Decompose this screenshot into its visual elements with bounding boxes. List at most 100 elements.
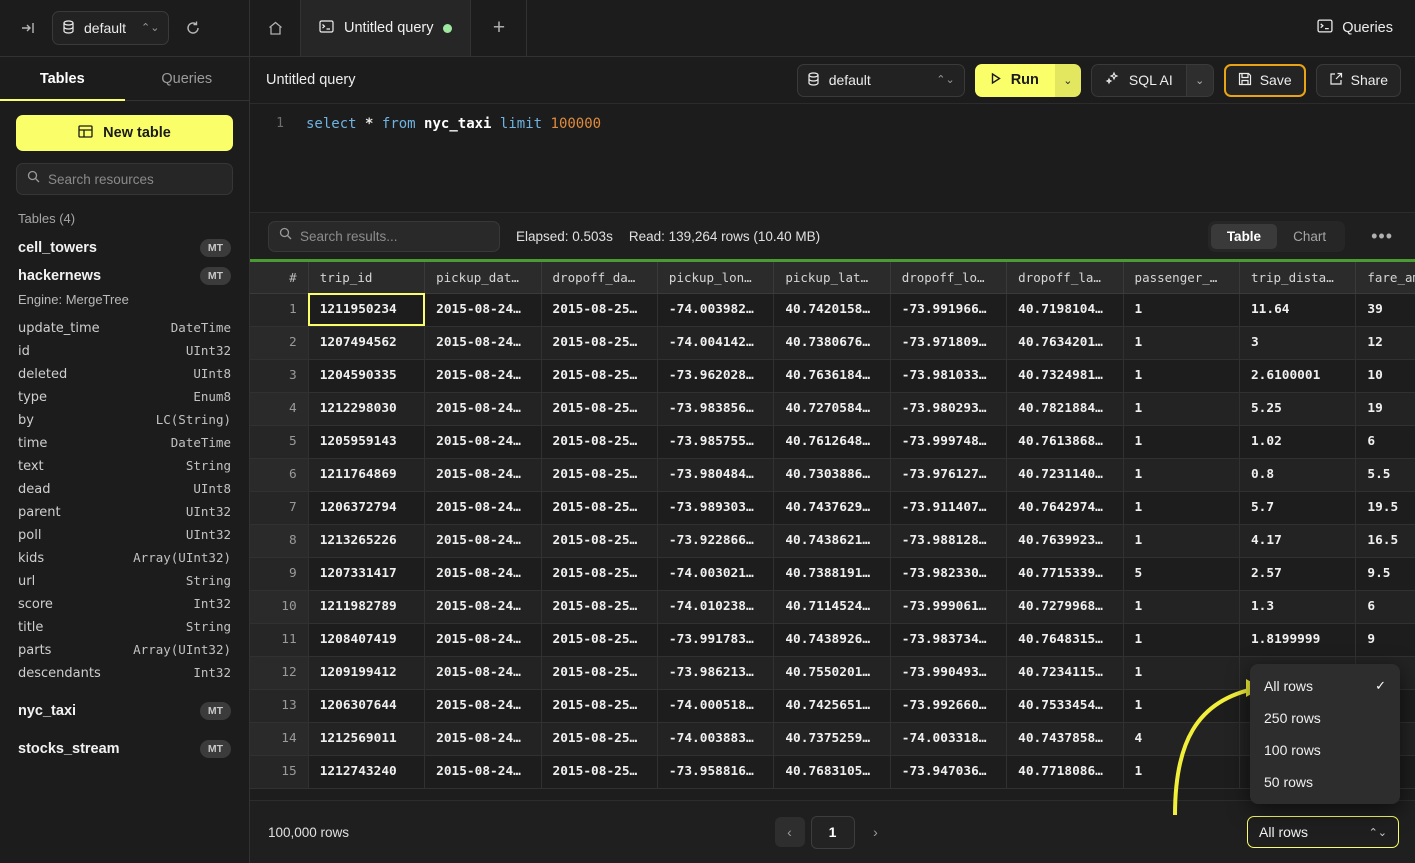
table-cell[interactable]: -74.003982… bbox=[657, 293, 775, 327]
table-cell[interactable]: -73.991966… bbox=[890, 293, 1008, 327]
table-cell[interactable]: 40.7821884… bbox=[1006, 392, 1124, 426]
table-cell[interactable]: -73.971809… bbox=[890, 326, 1008, 360]
table-cell[interactable]: 2015-08-25… bbox=[541, 293, 658, 327]
table-cell[interactable]: 10 bbox=[1355, 359, 1415, 393]
sidebar-table-cell_towers[interactable]: cell_towers MT bbox=[16, 234, 233, 262]
table-cell[interactable]: 3 bbox=[1239, 326, 1357, 360]
column-header-dropoff-date[interactable]: dropoff_da… bbox=[541, 262, 658, 294]
table-cell[interactable]: -74.000518… bbox=[657, 689, 775, 723]
save-button[interactable]: Save bbox=[1223, 63, 1306, 97]
table-cell[interactable]: 1207494562 bbox=[308, 326, 426, 360]
table-cell[interactable]: -74.004142… bbox=[657, 326, 775, 360]
table-cell[interactable]: 4 bbox=[1123, 722, 1240, 756]
table-cell[interactable]: 40.7648315… bbox=[1006, 623, 1124, 657]
search-results-input[interactable] bbox=[300, 228, 489, 244]
table-cell[interactable]: 2015-08-24… bbox=[424, 623, 542, 657]
selected-cell[interactable]: 1211950234 bbox=[308, 293, 426, 327]
table-cell[interactable]: 1211982789 bbox=[308, 590, 426, 624]
new-tab-button[interactable]: + bbox=[471, 0, 528, 56]
tab-chart-view[interactable]: Chart bbox=[1293, 228, 1327, 244]
table-cell[interactable]: 40.7718086… bbox=[1006, 755, 1124, 789]
table-cell[interactable]: 1212743240 bbox=[308, 755, 426, 789]
table-cell[interactable]: 1206372794 bbox=[308, 491, 426, 525]
table-row[interactable]: 9 1207331417 2015-08-24… 2015-08-25… -74.003… bbox=[250, 557, 1415, 591]
table-cell[interactable]: 5.25 bbox=[1239, 392, 1357, 426]
table-row[interactable]: 3 1204590335 2015-08-24… 2015-08-25… -73.962… bbox=[250, 359, 1415, 393]
table-cell[interactable]: 19 bbox=[1355, 392, 1415, 426]
table-cell[interactable]: -73.986213… bbox=[657, 656, 775, 690]
table-cell[interactable]: 2015-08-25… bbox=[541, 722, 658, 756]
run-options-caret-icon[interactable]: ⌄ bbox=[1054, 63, 1081, 97]
table-cell[interactable]: -73.991783… bbox=[657, 623, 775, 657]
table-cell[interactable]: 19.5 bbox=[1355, 491, 1415, 525]
table-row[interactable]: 6 1211764869 2015-08-24… 2015-08-25… -73.980… bbox=[250, 458, 1415, 492]
table-cell[interactable]: 40.7114524… bbox=[773, 590, 891, 624]
table-cell[interactable]: 16.5 bbox=[1355, 524, 1415, 558]
table-cell[interactable]: 2015-08-24… bbox=[424, 722, 542, 756]
sidebar-table-nyc_taxi[interactable]: nyc_taxi MT bbox=[16, 697, 233, 725]
table-cell[interactable]: -73.999748… bbox=[890, 425, 1008, 459]
results-table-container[interactable]: # trip_id pickup_dat… dropoff_da… pickup… bbox=[250, 262, 1415, 800]
table-cell[interactable]: 40.7550201… bbox=[773, 656, 891, 690]
table-cell[interactable]: -73.989303… bbox=[657, 491, 775, 525]
table-cell[interactable]: 2015-08-25… bbox=[541, 590, 658, 624]
column-header-index[interactable]: # bbox=[250, 262, 309, 294]
sidebar-table-hackernews[interactable]: hackernews MT bbox=[16, 262, 233, 290]
table-cell[interactable]: 40.7425651… bbox=[773, 689, 891, 723]
table-cell[interactable]: 2015-08-25… bbox=[541, 755, 658, 789]
column-header-fare-amount[interactable]: fare_amount bbox=[1355, 262, 1415, 294]
column-header-trip-id[interactable]: trip_id bbox=[308, 262, 426, 294]
table-cell[interactable]: 40.7613868… bbox=[1006, 425, 1124, 459]
table-cell[interactable]: 1206307644 bbox=[308, 689, 426, 723]
table-cell[interactable]: 40.7324981… bbox=[1006, 359, 1124, 393]
database-selector[interactable]: default ⌃⌄ bbox=[52, 11, 170, 45]
column-header-pickup-latitude[interactable]: pickup_lat… bbox=[773, 262, 891, 294]
menu-item-100-rows[interactable]: 100 rows bbox=[1250, 734, 1400, 766]
home-icon[interactable] bbox=[250, 0, 300, 56]
query-database-selector[interactable]: default ⌃⌄ bbox=[796, 63, 965, 97]
table-cell[interactable]: 40.7279968… bbox=[1006, 590, 1124, 624]
table-cell[interactable]: 2015-08-24… bbox=[424, 392, 542, 426]
table-cell[interactable]: 1212298030 bbox=[308, 392, 426, 426]
tab-untitled-query[interactable]: Untitled query bbox=[300, 0, 472, 56]
table-cell[interactable]: 39 bbox=[1355, 293, 1415, 327]
column-header-pickup-date[interactable]: pickup_dat… bbox=[424, 262, 542, 294]
table-cell[interactable]: 1208407419 bbox=[308, 623, 426, 657]
sql-ai-button[interactable]: SQL AI bbox=[1090, 63, 1186, 97]
table-cell[interactable]: 1207331417 bbox=[308, 557, 426, 591]
table-cell[interactable]: -74.003318… bbox=[890, 722, 1008, 756]
table-cell[interactable]: -73.947036… bbox=[890, 755, 1008, 789]
table-cell[interactable]: 0.8 bbox=[1239, 458, 1357, 492]
table-cell[interactable]: -73.985755… bbox=[657, 425, 775, 459]
table-row[interactable]: 14 1212569011 2015-08-24… 2015-08-25… -74.00… bbox=[250, 722, 1415, 756]
table-cell[interactable]: 1204590335 bbox=[308, 359, 426, 393]
refresh-icon[interactable] bbox=[179, 14, 207, 42]
table-cell[interactable]: 40.7437629… bbox=[773, 491, 891, 525]
table-cell[interactable]: 2015-08-24… bbox=[424, 557, 542, 591]
share-button[interactable]: Share bbox=[1315, 63, 1401, 97]
table-cell[interactable]: -73.999061… bbox=[890, 590, 1008, 624]
table-row[interactable]: 4 1212298030 2015-08-24… 2015-08-25… -73.983… bbox=[250, 392, 1415, 426]
table-cell[interactable]: -73.958816… bbox=[657, 755, 775, 789]
menu-item-all-rows[interactable]: All rows ✓ bbox=[1250, 670, 1400, 702]
table-cell[interactable]: 2015-08-24… bbox=[424, 590, 542, 624]
table-cell[interactable]: 40.7420158… bbox=[773, 293, 891, 327]
table-cell[interactable]: -73.976127… bbox=[890, 458, 1008, 492]
table-cell[interactable]: 40.7375259… bbox=[773, 722, 891, 756]
search-results-box[interactable] bbox=[268, 220, 500, 252]
table-cell[interactable]: 1 bbox=[1123, 524, 1240, 558]
table-cell[interactable]: 6 bbox=[1355, 425, 1415, 459]
table-cell[interactable]: 2015-08-24… bbox=[424, 491, 542, 525]
table-cell[interactable]: 2015-08-24… bbox=[424, 524, 542, 558]
table-cell[interactable]: 5 bbox=[1123, 557, 1240, 591]
table-cell[interactable]: -73.980484… bbox=[657, 458, 775, 492]
table-cell[interactable]: 2015-08-24… bbox=[424, 293, 542, 327]
table-cell[interactable]: 40.7438621… bbox=[773, 524, 891, 558]
table-cell[interactable]: 2015-08-25… bbox=[541, 623, 658, 657]
table-cell[interactable]: 2015-08-25… bbox=[541, 689, 658, 723]
table-cell[interactable]: -73.982330… bbox=[890, 557, 1008, 591]
table-cell[interactable]: -74.003021… bbox=[657, 557, 775, 591]
table-cell[interactable]: -74.003883… bbox=[657, 722, 775, 756]
rows-per-page-select[interactable]: All rows ⌃⌄ bbox=[1247, 816, 1399, 848]
table-cell[interactable]: 4.17 bbox=[1239, 524, 1357, 558]
